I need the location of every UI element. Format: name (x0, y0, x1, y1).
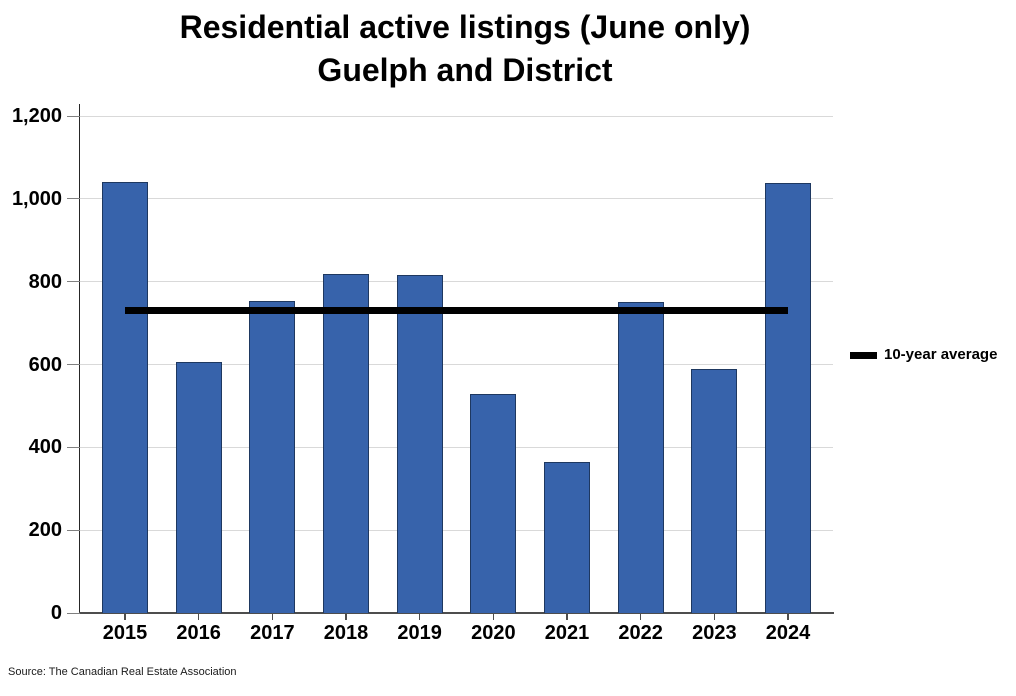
y-axis-label: 200 (28, 519, 62, 542)
y-axis-label: 1,200 (11, 105, 62, 127)
legend: 10-year average (850, 346, 997, 363)
x-axis-label-2020: 2020 (471, 622, 516, 644)
bar-2019 (396, 275, 443, 613)
chart-title-line2: Guelph and District (317, 52, 613, 88)
x-axis-label-2022: 2022 (618, 622, 663, 644)
y-axis-tick (67, 115, 80, 117)
x-axis-tick (787, 614, 789, 620)
x-axis-label-2024: 2024 (765, 622, 811, 644)
x-axis-label-2018: 2018 (323, 622, 369, 644)
chart-title: Residential active listings (June only) … (0, 6, 930, 92)
plot-area (80, 115, 833, 613)
x-axis-label-2017: 2017 (250, 622, 295, 644)
y-axis-label: 800 (28, 270, 62, 293)
x-axis-line (79, 612, 834, 614)
bar-2015 (102, 182, 148, 613)
y-axis-tick (67, 281, 80, 283)
ten-year-average-line (125, 307, 788, 315)
x-axis-tick (124, 614, 126, 620)
bar-2023 (691, 368, 738, 613)
x-axis-label-2016: 2016 (176, 622, 221, 644)
y-axis-tick (67, 446, 80, 448)
y-axis-label: 0 (50, 602, 62, 624)
bar-2016 (175, 362, 222, 613)
bar-2024 (765, 183, 811, 613)
source-note: Source: The Canadian Real Estate Associa… (8, 666, 237, 678)
y-axis-label: 600 (28, 353, 62, 376)
x-axis-label-2021: 2021 (544, 622, 590, 644)
chart-title-line1: Residential active listings (June only) (179, 9, 751, 45)
x-axis-label-2023: 2023 (692, 622, 737, 644)
y-axis-label: 400 (28, 436, 62, 459)
gridline-1000 (80, 198, 833, 200)
x-axis-tick (271, 614, 274, 620)
bar-2021 (544, 462, 590, 613)
x-axis-tick (639, 614, 642, 620)
average-line-swatch-icon (850, 352, 877, 359)
gridline-400 (80, 446, 833, 448)
y-axis-label: 1,000 (11, 187, 62, 210)
y-axis-tick (67, 612, 80, 614)
y-axis-tick (67, 364, 80, 365)
x-axis-label-2015: 2015 (102, 622, 148, 644)
y-axis-tick (67, 198, 80, 200)
x-axis-label-2019: 2019 (397, 622, 442, 644)
gridline-600 (80, 364, 833, 365)
x-axis-tick (197, 614, 200, 620)
bar-2017 (249, 301, 296, 613)
x-axis-tick (492, 614, 495, 620)
bar-2020 (470, 393, 517, 613)
gridline-1200 (80, 115, 833, 117)
x-axis-tick (345, 614, 347, 620)
y-axis-line (78, 104, 80, 613)
x-axis-tick (713, 614, 716, 620)
bar-2022 (617, 301, 664, 613)
gridline-200 (80, 529, 833, 531)
x-axis-tick (418, 614, 421, 620)
y-axis-tick (67, 529, 80, 531)
bar-2018 (323, 274, 369, 613)
gridline-800 (80, 281, 833, 283)
legend-label: 10-year average (884, 346, 998, 363)
x-axis-tick (566, 614, 568, 620)
